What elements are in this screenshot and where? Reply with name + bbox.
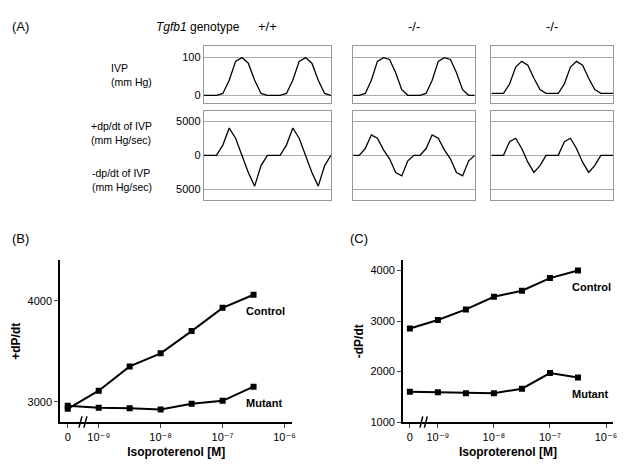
svg-text:0: 0 <box>407 431 413 443</box>
svg-text:(C): (C) <box>350 231 368 246</box>
svg-text:(B): (B) <box>12 231 29 246</box>
svg-text:3000: 3000 <box>370 315 394 327</box>
svg-text:Mutant: Mutant <box>246 397 282 409</box>
svg-text:0: 0 <box>194 89 200 101</box>
svg-text:Control: Control <box>246 305 285 317</box>
svg-text:10⁻⁷: 10⁻⁷ <box>539 431 561 443</box>
svg-text:Tgfb1 genotype: Tgfb1 genotype <box>156 20 240 34</box>
svg-text:2000: 2000 <box>370 365 394 377</box>
svg-text:10⁻⁹: 10⁻⁹ <box>426 431 449 443</box>
svg-text:10⁻⁹: 10⁻⁹ <box>87 431 110 443</box>
svg-text:10⁻⁶: 10⁻⁶ <box>595 431 618 443</box>
svg-text:+dP/dt: +dP/dt <box>9 323 23 360</box>
svg-text:Isoproterenol [M]: Isoproterenol [M] <box>127 445 225 459</box>
svg-text:10⁻⁷: 10⁻⁷ <box>212 431 234 443</box>
svg-text:10⁻⁸: 10⁻⁸ <box>483 431 506 443</box>
svg-text:-dp/dt of IVP(mm Hg/sec): -dp/dt of IVP(mm Hg/sec) <box>92 167 152 193</box>
svg-text:0: 0 <box>194 149 200 161</box>
svg-text:4000: 4000 <box>370 264 394 276</box>
svg-text:-dP/dt: -dP/dt <box>352 324 366 358</box>
svg-text:+dp/dt of IVP(mm Hg/sec): +dp/dt of IVP(mm Hg/sec) <box>91 120 152 146</box>
svg-text:0: 0 <box>65 431 71 443</box>
svg-text:(A): (A) <box>12 19 29 34</box>
svg-text:-/-: -/- <box>546 19 558 34</box>
svg-text:1000: 1000 <box>370 416 394 428</box>
svg-text:3000: 3000 <box>28 396 52 408</box>
svg-text:5000: 5000 <box>176 115 200 127</box>
svg-text:IVP(mm Hg): IVP(mm Hg) <box>111 62 152 88</box>
svg-text:4000: 4000 <box>28 295 52 307</box>
svg-text:-/-: -/- <box>408 19 420 34</box>
svg-text:100: 100 <box>182 51 200 63</box>
svg-text:Mutant: Mutant <box>572 388 608 400</box>
svg-text:Control: Control <box>572 281 611 293</box>
svg-text:10⁻⁶: 10⁻⁶ <box>273 431 296 443</box>
svg-text:10⁻⁸: 10⁻⁸ <box>149 431 172 443</box>
svg-text:5000: 5000 <box>176 183 200 195</box>
svg-text:Isoproterenol [M]: Isoproterenol [M] <box>459 445 557 459</box>
svg-text:+/+: +/+ <box>258 19 277 34</box>
